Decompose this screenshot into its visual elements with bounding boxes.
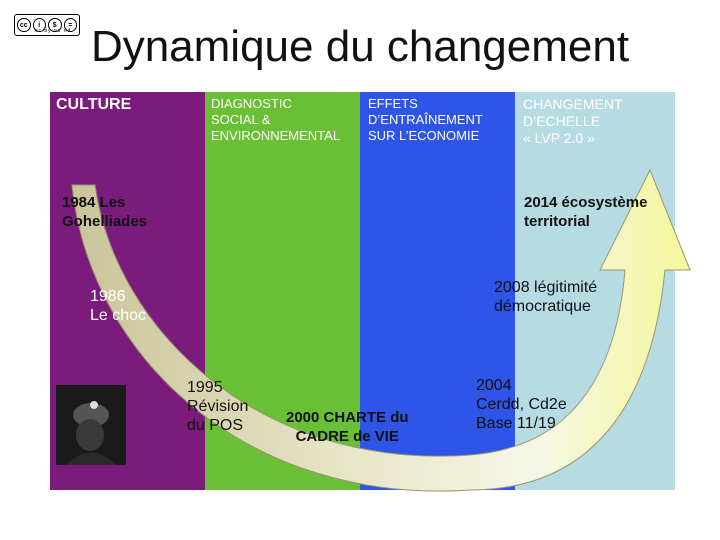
nd-icon: =: [63, 18, 77, 32]
column-effets: [360, 92, 515, 490]
header-changement: CHANGEMENT D’ECHELLE « LVP 2.0 »: [523, 96, 623, 146]
header-effets: EFFETS D’ENTRAÎNEMENT SUR L’ECONOMIE: [368, 96, 483, 143]
arrow-body: [71, 168, 691, 492]
milestone-1984: 1984 Les Gohelliades: [62, 194, 148, 230]
license-badge-text: cc by nc nd: [35, 28, 72, 34]
milestone-2014: 2014 écosystème territorial: [524, 194, 648, 230]
milestone-2000: 2000 CHARTE du CADRE de VIE: [286, 409, 409, 445]
header-diagnostic: DIAGNOSTIC SOCIAL & ENVIRONNEMENTAL: [211, 96, 341, 143]
milestone-1995: 1995 Révision du POS: [187, 379, 249, 434]
slide-title: Dynamique du changement: [90, 22, 630, 71]
nc-icon: $: [48, 18, 62, 32]
milestone-2004: 2004 Cerdd, Cd2e Base 11/19: [476, 377, 567, 432]
milestone-1986: 1986 Le choc: [90, 288, 147, 324]
license-badge: cc i $ = cc by nc nd: [14, 14, 80, 36]
cc-icon: cc: [17, 18, 31, 32]
milestone-2008: 2008 légitimité démocratique: [494, 279, 598, 315]
header-culture: CULTURE: [56, 96, 132, 113]
by-icon: i: [32, 18, 46, 32]
miner-photo: [56, 385, 126, 465]
